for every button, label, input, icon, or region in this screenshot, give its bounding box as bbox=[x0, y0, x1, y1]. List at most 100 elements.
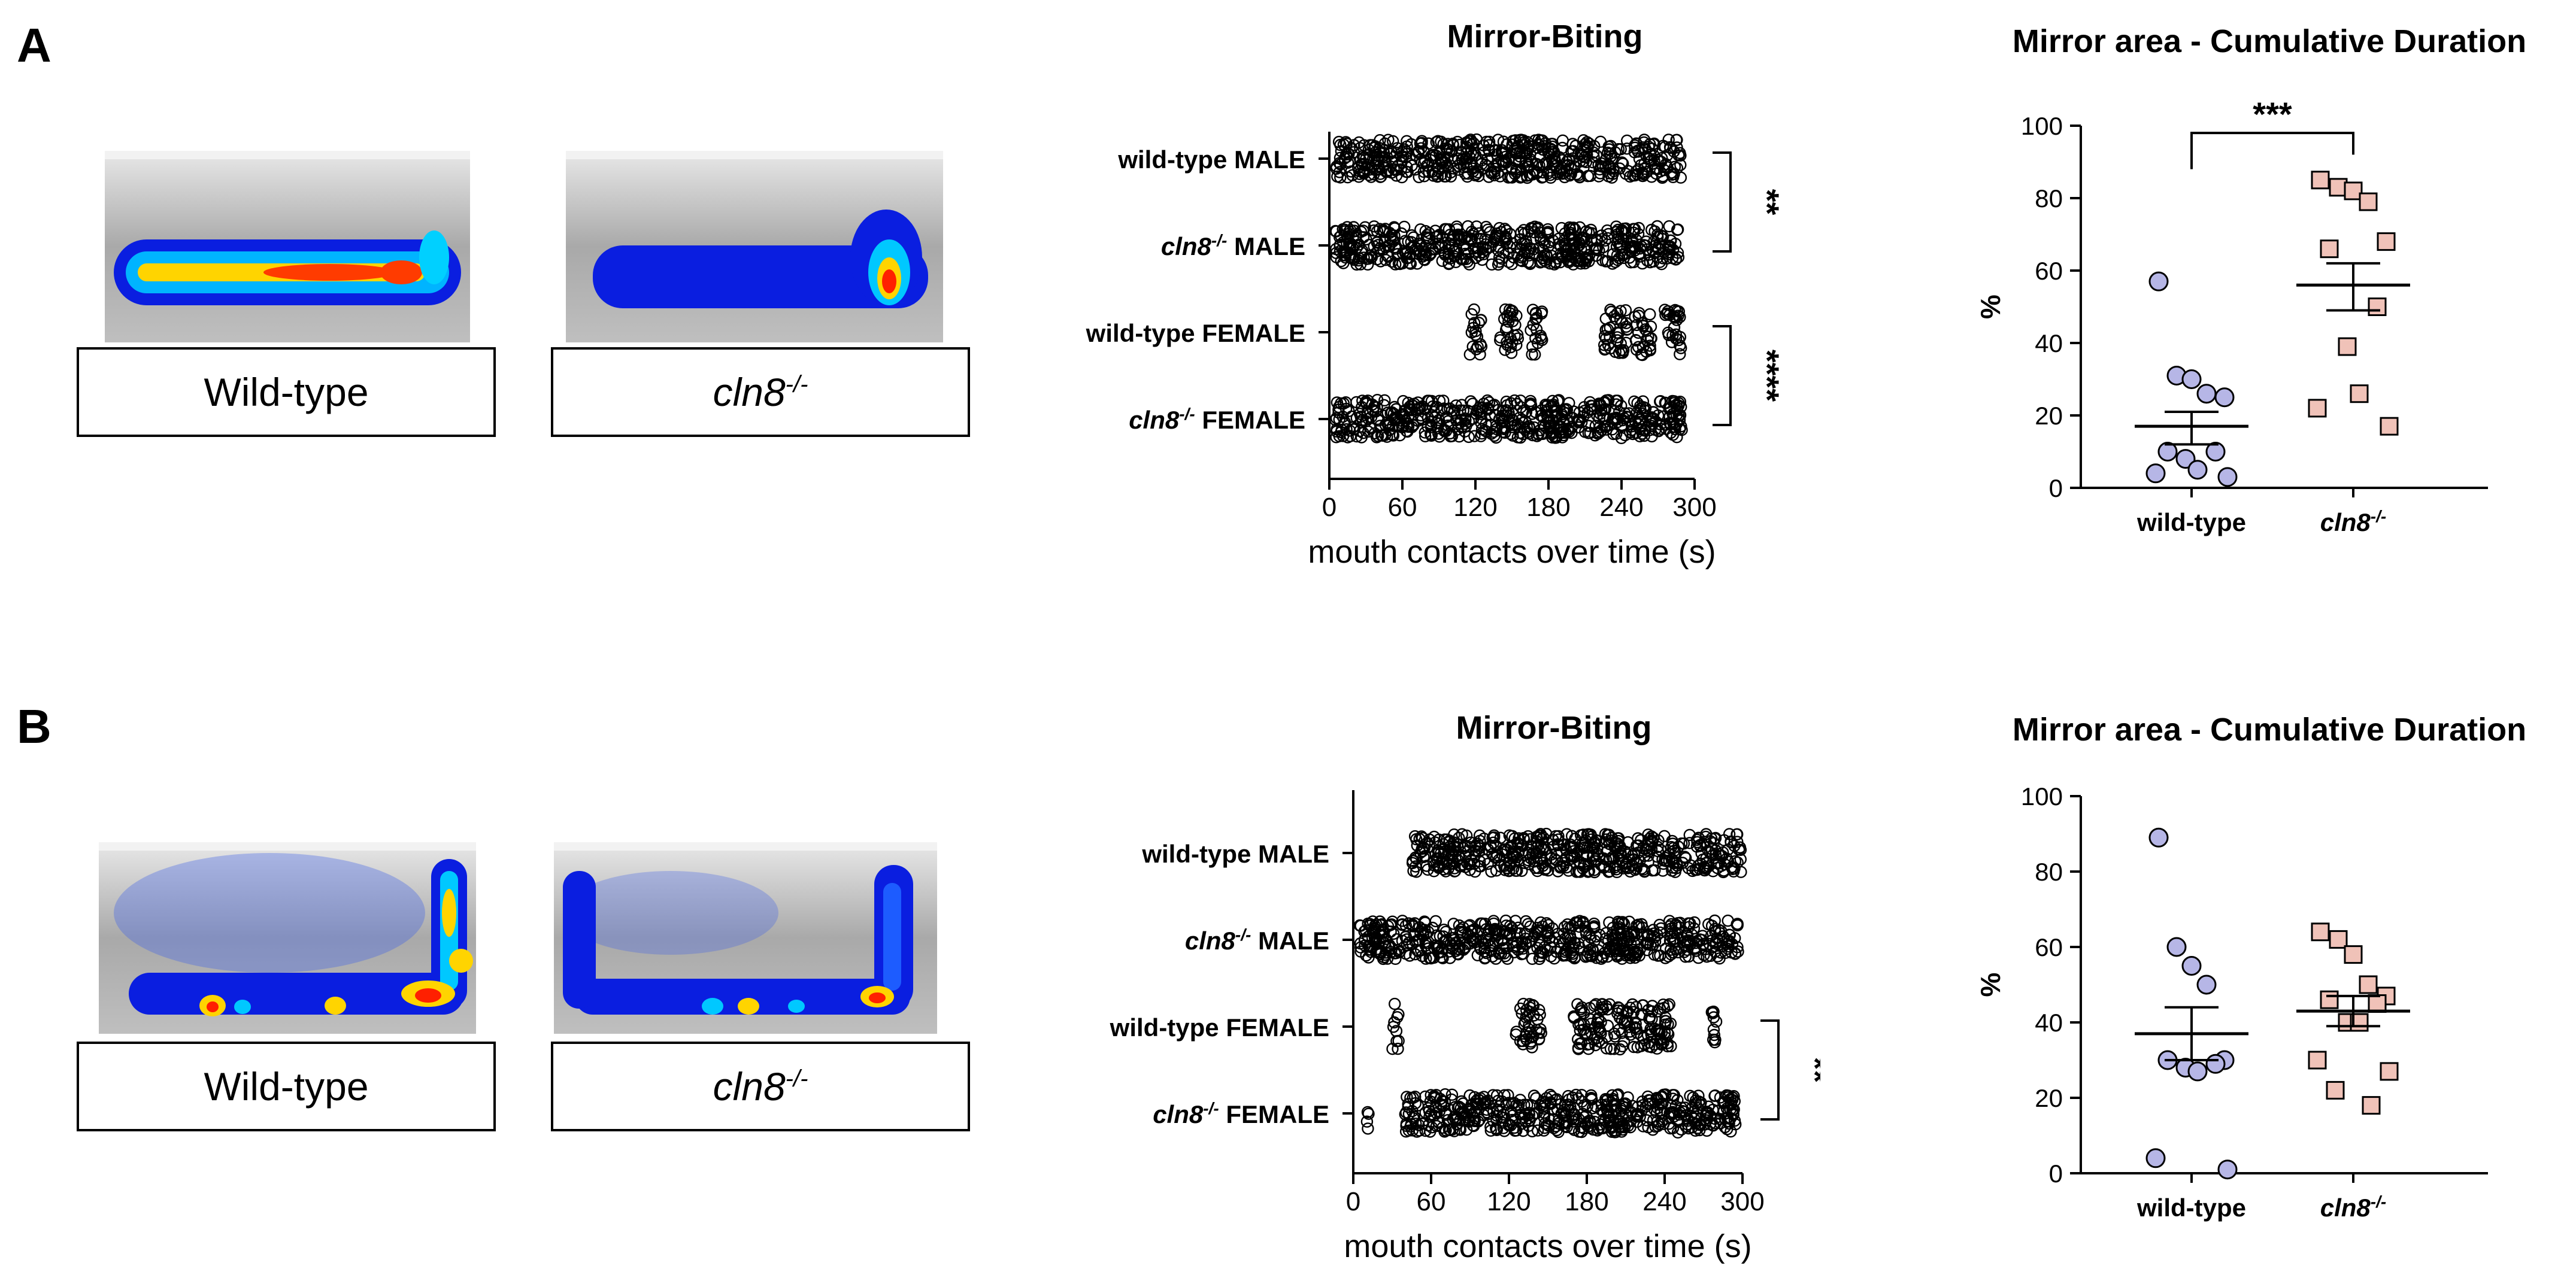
mouth-contact-point bbox=[1390, 403, 1402, 415]
mouth-contact-point bbox=[1506, 830, 1519, 843]
mouth-contact-point bbox=[1670, 862, 1683, 875]
mouth-contact-point bbox=[1612, 848, 1625, 860]
mouth-contact-point bbox=[1476, 917, 1489, 930]
mouth-contact-point bbox=[1452, 163, 1465, 176]
mouth-contact-point bbox=[1508, 1124, 1522, 1137]
mouth-contact-point bbox=[1680, 1121, 1693, 1133]
mouth-contact-point bbox=[1453, 229, 1465, 242]
heatmap-wild-type-a bbox=[105, 151, 470, 342]
raster-title-b: Mirror-Biting bbox=[1456, 710, 1652, 746]
mouth-contact-point bbox=[1663, 411, 1676, 424]
significance-stars: **** bbox=[1748, 350, 1786, 402]
mouth-contact-point bbox=[1453, 233, 1465, 247]
mouth-contact-point bbox=[1634, 250, 1647, 263]
mouth-contact-point bbox=[1498, 1089, 1511, 1101]
data-point-wild-type bbox=[2205, 1054, 2226, 1074]
mouth-contact-point bbox=[1469, 325, 1482, 338]
mouth-contact-point bbox=[1473, 1113, 1486, 1126]
mouth-contact-point bbox=[1619, 168, 1632, 180]
x-tick-label: 240 bbox=[1642, 1187, 1686, 1216]
mouth-contact-point bbox=[1573, 254, 1586, 267]
mouth-contact-point bbox=[1644, 1022, 1657, 1036]
mouth-contact-point bbox=[1409, 1097, 1422, 1110]
data-point-cln8 bbox=[2329, 930, 2348, 949]
mouth-contact-point bbox=[1354, 937, 1367, 950]
x-tick-label: 300 bbox=[1720, 1187, 1764, 1216]
row-label: cln8-/- MALE bbox=[1185, 925, 1329, 955]
mouth-contact-point bbox=[1609, 256, 1622, 268]
data-point-cln8 bbox=[2359, 975, 2378, 994]
mouth-contact-point bbox=[1731, 919, 1744, 932]
mouth-contact-point bbox=[1619, 304, 1632, 317]
mouth-contact-point bbox=[1398, 220, 1411, 233]
mouth-contact-point bbox=[1523, 858, 1535, 870]
mouth-contact-point bbox=[1330, 431, 1342, 444]
data-point-wild-type bbox=[2157, 442, 2178, 462]
mouth-contact-point bbox=[1659, 1015, 1672, 1027]
mouth-contact-point bbox=[1354, 258, 1367, 271]
mouth-contact-point bbox=[1524, 399, 1536, 412]
mouth-contact-point bbox=[1422, 411, 1435, 424]
mouth-contact-point bbox=[1629, 311, 1641, 323]
mouth-contact-point bbox=[1465, 854, 1478, 867]
mouth-contact-point bbox=[1465, 225, 1478, 238]
mouth-contact-point bbox=[1344, 239, 1357, 252]
mouth-contact-point bbox=[1523, 169, 1536, 181]
mouth-contact-point bbox=[1409, 148, 1422, 162]
mouth-contact-point bbox=[1480, 135, 1493, 148]
mouth-contact-point bbox=[1581, 828, 1594, 841]
y-tick-label: 80 bbox=[2035, 184, 2063, 213]
mouth-contact-point bbox=[1731, 836, 1744, 848]
mouth-contact-point bbox=[1497, 155, 1510, 168]
mouth-contact-point bbox=[1581, 148, 1593, 161]
mouth-contact-point bbox=[1661, 1040, 1674, 1053]
mouth-contact-point bbox=[1673, 921, 1686, 934]
mouth-contact-point bbox=[1502, 256, 1515, 268]
mouth-contact-point bbox=[1475, 427, 1488, 440]
mouth-contact-point bbox=[1642, 330, 1654, 343]
data-point-wild-type bbox=[2217, 1159, 2238, 1180]
mouth-contact-point bbox=[1514, 233, 1527, 245]
mouth-contact-point bbox=[1620, 142, 1634, 155]
mouth-contact-point bbox=[1710, 937, 1723, 950]
x-tick-label: 180 bbox=[1565, 1187, 1608, 1216]
mouth-contact-point bbox=[1420, 159, 1434, 172]
mouth-contact-point bbox=[1413, 145, 1425, 157]
mouth-contact-point bbox=[1710, 857, 1723, 870]
mouth-contact-point bbox=[1455, 1095, 1468, 1108]
mouth-contact-point bbox=[1536, 333, 1548, 347]
mouth-contact-point bbox=[1440, 1109, 1453, 1121]
group-label: wild-type bbox=[2136, 508, 2246, 536]
mouth-contact-point bbox=[1584, 931, 1597, 944]
mouth-contact-point bbox=[1356, 394, 1369, 407]
mouth-contact-point bbox=[1632, 832, 1644, 845]
y-tick-label: 60 bbox=[2035, 933, 2063, 961]
mouth-contact-point bbox=[1387, 235, 1399, 248]
mouth-contact-point bbox=[1544, 1098, 1557, 1110]
mouth-contact-point bbox=[1390, 1035, 1403, 1048]
mouth-contact-point bbox=[1538, 236, 1551, 250]
data-point-cln8 bbox=[2308, 1051, 2327, 1070]
mouth-contact-point bbox=[1350, 235, 1363, 248]
mouth-contact-point bbox=[1481, 403, 1495, 416]
mouth-contact-point bbox=[1527, 318, 1539, 331]
mouth-contact-point bbox=[1630, 862, 1642, 875]
mouth-contact-point bbox=[1601, 1003, 1614, 1016]
mouth-contact-point bbox=[1657, 163, 1671, 177]
mouth-contact-point bbox=[1526, 952, 1539, 965]
mouth-contact-point bbox=[1581, 1038, 1594, 1051]
mouth-contact-point bbox=[1644, 332, 1657, 345]
mouth-contact-point bbox=[1728, 1090, 1740, 1103]
mouth-contact-point bbox=[1663, 220, 1675, 233]
mouth-contact-point bbox=[1470, 407, 1483, 420]
mouth-contact-point bbox=[1526, 408, 1538, 420]
mouth-contact-point bbox=[1616, 1040, 1629, 1053]
mouth-contact-point bbox=[1498, 937, 1510, 950]
mouth-contact-point bbox=[1578, 405, 1591, 417]
mouth-contact-point bbox=[1655, 1091, 1668, 1104]
mouth-contact-point bbox=[1460, 147, 1473, 159]
y-tick-label: 100 bbox=[2021, 782, 2063, 811]
mouth-contact-point bbox=[1734, 853, 1747, 866]
mouth-contact-point bbox=[1671, 223, 1684, 236]
mouth-contact-point bbox=[1696, 939, 1710, 952]
